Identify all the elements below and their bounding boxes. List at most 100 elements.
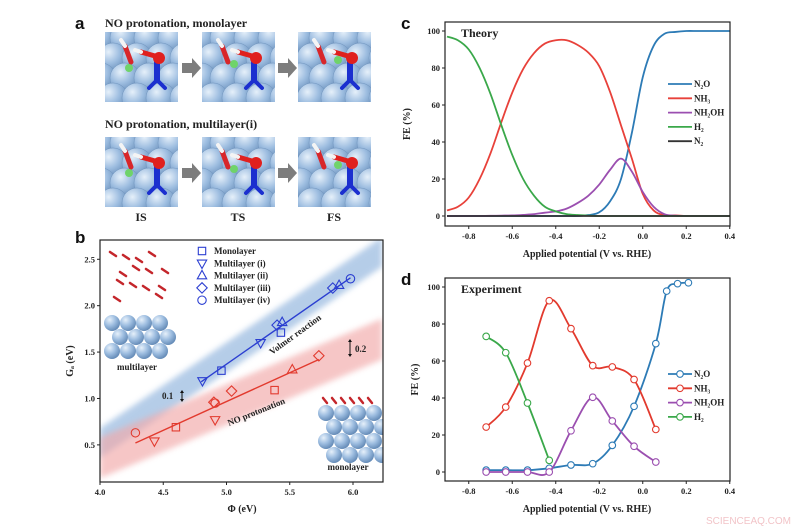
surface-atom — [366, 405, 382, 421]
y-tick-label-d: 100 — [427, 282, 440, 292]
data-point-d-1 — [651, 425, 660, 434]
panel-letter-c: c — [401, 14, 410, 33]
water-molecule — [131, 264, 141, 272]
surface-atom — [104, 315, 120, 331]
legend-marker-d — [676, 398, 684, 407]
double-arrow-icon — [348, 339, 352, 357]
x-tick-label-d: -0.4 — [549, 486, 563, 496]
surface-atom — [152, 343, 168, 359]
chart-title-c: Theory — [461, 26, 498, 40]
data-point-diamond-volmer — [271, 319, 284, 332]
data-point-d-3 — [501, 348, 510, 357]
data-point-d-1 — [588, 361, 597, 370]
water-molecule — [115, 278, 125, 286]
structure-snapshot — [298, 137, 371, 207]
y-tick-label-b: 0.5 — [84, 440, 95, 450]
data-point-triangle-down-no_protonation — [148, 437, 161, 448]
water-molecule — [144, 267, 154, 275]
panel-a: a NO protonation, monolayer NO protonation… — [75, 14, 371, 224]
state-label: FS — [327, 210, 341, 224]
arrow-right-icon — [278, 163, 297, 183]
data-point-d-1 — [523, 359, 532, 367]
data-point-diamond-no_protonation — [225, 385, 238, 398]
legend-marker-d — [676, 384, 684, 393]
water-molecule — [219, 43, 231, 65]
axes-frame-b — [99, 239, 384, 483]
y-axis-label-b: Gₐ (eV) — [65, 345, 76, 377]
panel-c: c -0.8 -0.6 -0.4 -0.2 0.0 0.2 0.4 0 20 40 60 80 100 Th… — [401, 14, 736, 260]
surface-atom — [120, 315, 136, 331]
legend-label: Monolayer — [214, 246, 256, 256]
surface-atom — [152, 315, 168, 331]
surface-atom — [245, 82, 275, 102]
double-arrow-icon — [180, 390, 184, 402]
proton-atom — [125, 169, 133, 177]
data-point-d-1 — [567, 324, 575, 333]
surface-atom — [160, 329, 176, 345]
surface-atom — [374, 419, 383, 435]
panel-letter-b: b — [75, 228, 85, 247]
legend-label-c: H₂ — [694, 122, 704, 132]
surface-atom — [368, 195, 371, 207]
surface-atom — [318, 405, 334, 421]
water-molecule — [348, 396, 356, 405]
annotation-spread-0-1: 0.1 — [162, 391, 174, 401]
structure-snapshot — [105, 32, 178, 102]
legend-label-d: NH₂OH — [694, 398, 724, 408]
plot-area-d — [482, 278, 693, 476]
water-molecule — [108, 250, 118, 258]
surface-atom — [169, 84, 178, 102]
data-point-d-2 — [651, 458, 660, 466]
data-point-d-3 — [545, 456, 554, 465]
water-molecule — [122, 43, 134, 65]
x-tick-label-b: 5.0 — [221, 487, 232, 497]
surface-atom — [318, 433, 334, 449]
surface-atom — [334, 405, 350, 421]
water-molecule — [121, 253, 131, 261]
panel-d: d -0.8 -0.6 -0.4 -0.2 0.0 0.2 0.4 0 20 40 60 80 100 Ex… — [401, 270, 736, 515]
water-molecule — [122, 148, 134, 170]
x-tick-label-c: -0.4 — [549, 231, 563, 241]
legend-label-c: N₂O — [694, 79, 710, 89]
x-tick-label-d: -0.8 — [462, 486, 475, 496]
surface-atom — [104, 343, 120, 359]
legend-marker-circle — [197, 295, 207, 305]
plot-area-b — [100, 240, 383, 479]
surface-atom — [368, 155, 371, 171]
legend-marker-d — [676, 413, 684, 421]
legend-label-d: H₂ — [694, 412, 704, 422]
x-tick-label-b: 6.0 — [348, 487, 359, 497]
x-tick-label-d: 0.4 — [724, 486, 735, 496]
data-point-d-3 — [523, 399, 532, 407]
surface-atom — [344, 82, 371, 102]
data-point-d-1 — [630, 375, 638, 384]
legend-label: Multilayer (iv) — [214, 295, 270, 305]
data-point-square-volmer — [276, 328, 286, 337]
x-tick-label-c: 0.0 — [637, 231, 648, 241]
panel-letter-d: d — [401, 270, 411, 289]
water-molecule — [134, 256, 144, 264]
water-molecule — [147, 250, 157, 258]
y-tick-label-d: 20 — [432, 430, 441, 440]
x-tick-label-d: 0.0 — [637, 486, 648, 496]
x-tick-label-d: 0.2 — [681, 486, 692, 496]
data-point-triangle-down-volmer — [196, 377, 209, 388]
state-label: IS — [135, 210, 147, 224]
legend-marker-triangle-up — [196, 269, 208, 280]
surface-atom — [112, 329, 128, 345]
data-point-circle-volmer — [345, 274, 356, 284]
y-tick-label-d: 60 — [432, 356, 441, 366]
legend-label: Multilayer (ii) — [214, 271, 268, 281]
x-axis-label-b: Φ (eV) — [227, 504, 256, 515]
chart-title-d: Experiment — [461, 282, 522, 296]
data-point-d-0 — [588, 459, 597, 468]
data-point-d-0 — [662, 287, 671, 295]
data-point-triangle-up-no_protonation — [286, 363, 298, 374]
surface-atom — [326, 447, 342, 463]
inset-label-monolayer: monolayer — [328, 462, 369, 472]
panel-letter-a: a — [75, 14, 85, 33]
series-line-d-3 — [485, 335, 551, 461]
data-point-d-1 — [482, 423, 491, 431]
proton-atom — [334, 161, 342, 169]
